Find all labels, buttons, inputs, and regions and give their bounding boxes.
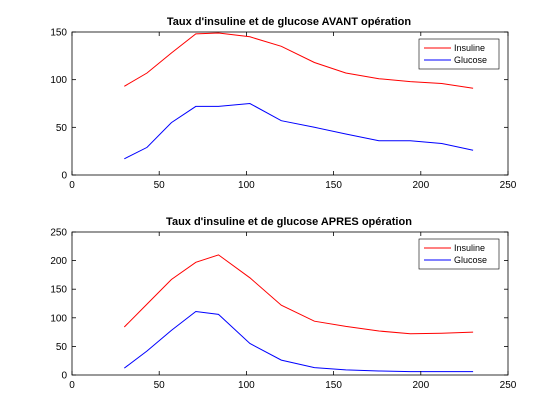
- legend: Insuline Glucose: [418, 38, 500, 70]
- legend-box: [418, 38, 500, 70]
- chart-title: Taux d'insuline et de glucose APRES opér…: [166, 216, 412, 228]
- axis-ticks: 0 50 100 150 200 250 0 50 100 150: [50, 28, 516, 192]
- y-tick-label: 250: [50, 228, 67, 239]
- series-line-insuline: [123, 254, 474, 335]
- axis-ticks: 0 50 100 150 200 250 0 50 100 150 200 250: [50, 228, 516, 392]
- series-line-insuline: [124, 32, 474, 89]
- legend-label: Glucose: [454, 55, 487, 65]
- x-tick-label: 250: [500, 380, 517, 391]
- legend-box: [418, 238, 500, 270]
- legend-label: Insuline: [454, 243, 485, 253]
- data-marks: [123, 254, 474, 373]
- x-tick-label: 50: [154, 380, 166, 391]
- series-line-glucose: [123, 310, 474, 373]
- legend: Insuline Glucose: [418, 238, 500, 270]
- y-tick-label: 50: [56, 123, 68, 134]
- x-tick-label: 150: [325, 180, 342, 191]
- chart-panel-apres: Taux d'insuline et de glucose APRES opér…: [50, 216, 516, 391]
- legend-label: Insuline: [454, 43, 485, 53]
- y-tick-label: 100: [50, 313, 67, 324]
- y-tick-label: 50: [56, 342, 68, 353]
- x-tick-label: 0: [69, 380, 75, 391]
- y-tick-label: 150: [50, 285, 67, 296]
- data-marks: [124, 32, 474, 160]
- chart-title: Taux d'insuline et de glucose AVANT opér…: [167, 16, 412, 28]
- y-tick-label: 0: [61, 371, 67, 382]
- x-tick-label: 50: [154, 180, 166, 191]
- x-tick-label: 200: [412, 180, 429, 191]
- x-tick-label: 200: [412, 380, 429, 391]
- x-tick-label: 0: [69, 180, 75, 191]
- x-tick-label: 100: [238, 380, 255, 391]
- y-tick-label: 150: [50, 28, 67, 39]
- y-tick-label: 100: [50, 75, 67, 86]
- chart-panel-avant: Taux d'insuline et de glucose AVANT opér…: [50, 16, 516, 191]
- series-line-glucose: [124, 102, 474, 160]
- x-tick-label: 150: [325, 380, 342, 391]
- y-tick-label: 0: [61, 171, 67, 182]
- legend-label: Glucose: [454, 255, 487, 265]
- x-tick-label: 250: [500, 180, 517, 191]
- y-tick-label: 200: [50, 256, 67, 267]
- x-tick-label: 100: [238, 180, 255, 191]
